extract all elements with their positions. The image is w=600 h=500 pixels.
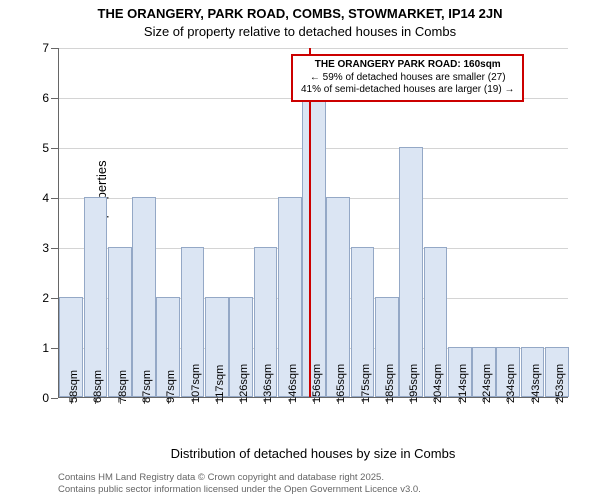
y-tick-label: 6 — [42, 91, 49, 105]
x-tick-label: 234sqm — [505, 364, 517, 403]
x-tick-label: 78sqm — [117, 370, 129, 403]
plot-area: 0123456758sqm68sqm78sqm87sqm97sqm107sqm1… — [58, 48, 568, 398]
y-tick-label: 2 — [42, 291, 49, 305]
y-tick-label: 7 — [42, 41, 49, 55]
bar — [84, 197, 108, 397]
gridline — [59, 48, 568, 49]
x-tick-label: 68sqm — [92, 370, 104, 403]
y-tick — [51, 148, 58, 149]
y-tick — [51, 348, 58, 349]
x-tick-label: 253sqm — [554, 364, 566, 403]
bar — [399, 147, 423, 397]
chart-container: THE ORANGERY, PARK ROAD, COMBS, STOWMARK… — [0, 0, 600, 500]
x-tick-label: 175sqm — [360, 364, 372, 403]
y-tick — [51, 248, 58, 249]
annotation-line: 41% of semi-detached houses are larger (… — [301, 84, 514, 97]
x-tick-label: 126sqm — [238, 364, 250, 403]
x-tick-label: 204sqm — [432, 364, 444, 403]
x-tick-label: 87sqm — [141, 370, 153, 403]
bar — [302, 97, 326, 397]
y-tick — [51, 198, 58, 199]
x-tick-label: 107sqm — [190, 364, 202, 403]
y-tick — [51, 98, 58, 99]
chart-title-sub: Size of property relative to detached ho… — [0, 24, 600, 39]
x-tick-label: 146sqm — [287, 364, 299, 403]
x-tick-label: 224sqm — [481, 364, 493, 403]
bar — [132, 197, 156, 397]
y-tick-label: 3 — [42, 241, 49, 255]
x-tick-label: 185sqm — [384, 364, 396, 403]
x-tick-label: 136sqm — [262, 364, 274, 403]
footer-line: Contains HM Land Registry data © Crown c… — [58, 472, 421, 484]
x-tick-label: 117sqm — [214, 365, 226, 403]
x-tick-label: 195sqm — [408, 364, 420, 403]
annotation-title: THE ORANGERY PARK ROAD: 160sqm — [301, 59, 514, 72]
footer-line: Contains public sector information licen… — [58, 484, 421, 496]
footer-attribution: Contains HM Land Registry data © Crown c… — [58, 472, 421, 496]
y-tick-label: 0 — [42, 391, 49, 405]
x-tick-label: 58sqm — [68, 370, 80, 403]
y-tick — [51, 48, 58, 49]
x-tick-label: 97sqm — [165, 370, 177, 403]
x-tick-label: 156sqm — [311, 364, 323, 403]
x-axis-label: Distribution of detached houses by size … — [58, 446, 568, 461]
x-tick-label: 214sqm — [457, 364, 469, 403]
x-tick-label: 165sqm — [335, 364, 347, 403]
y-tick-label: 1 — [42, 341, 49, 355]
x-tick-label: 243sqm — [530, 364, 542, 403]
annotation-line: ← 59% of detached houses are smaller (27… — [301, 72, 514, 85]
annotation-box: THE ORANGERY PARK ROAD: 160sqm← 59% of d… — [291, 54, 524, 102]
chart-title-main: THE ORANGERY, PARK ROAD, COMBS, STOWMARK… — [0, 6, 600, 21]
y-tick-label: 4 — [42, 191, 49, 205]
y-tick-label: 5 — [42, 141, 49, 155]
y-tick — [51, 298, 58, 299]
y-tick — [51, 398, 58, 399]
